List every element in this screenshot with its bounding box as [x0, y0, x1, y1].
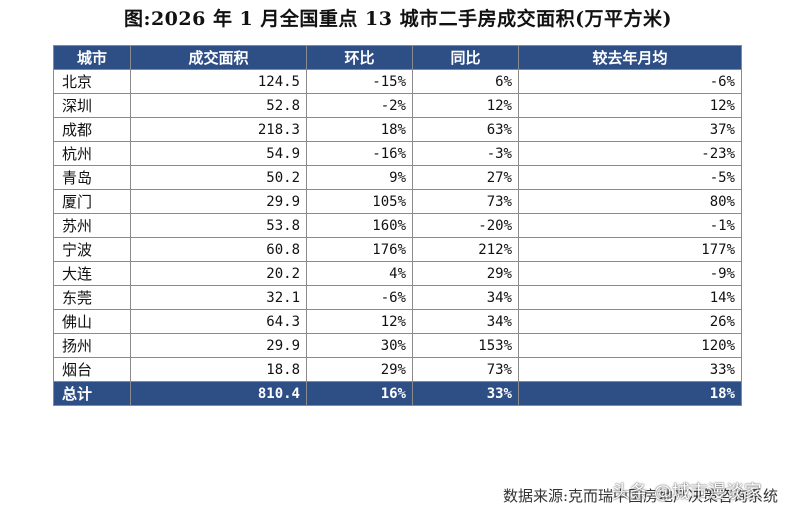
- table-row: 佛山 64.3 12% 34% 26%: [53, 309, 742, 334]
- cell-yoy: 34%: [412, 309, 519, 334]
- cell-city: 宁波: [53, 237, 131, 262]
- cell-area: 18.8: [130, 357, 307, 382]
- cell-mom: 4%: [306, 261, 413, 286]
- cell-mom: 29%: [306, 357, 413, 382]
- cell-city: 东莞: [53, 285, 131, 310]
- total-vs-avg: 18%: [518, 381, 742, 406]
- total-area: 810.4: [130, 381, 307, 406]
- cell-area: 50.2: [130, 165, 307, 190]
- cell-vs-avg: 33%: [518, 357, 742, 382]
- cell-vs-avg: 14%: [518, 285, 742, 310]
- table-row: 青岛 50.2 9% 27% -5%: [53, 165, 742, 190]
- cell-city: 深圳: [53, 93, 131, 118]
- total-mom: 16%: [306, 381, 413, 406]
- header-yoy: 同比: [412, 45, 519, 70]
- table-title: 图:2026 年 1 月全国重点 13 城市二手房成交面积(万平方米): [123, 8, 673, 30]
- cell-city: 青岛: [53, 165, 131, 190]
- table-row: 烟台 18.8 29% 73% 33%: [53, 357, 742, 382]
- cell-area: 64.3: [130, 309, 307, 334]
- cell-vs-avg: 80%: [518, 189, 742, 214]
- cell-area: 52.8: [130, 93, 307, 118]
- cell-area: 20.2: [130, 261, 307, 286]
- table-row: 大连 20.2 4% 29% -9%: [53, 261, 742, 286]
- cell-yoy: 212%: [412, 237, 519, 262]
- table-row: 宁波 60.8 176% 212% 177%: [53, 237, 742, 262]
- table-row: 北京 124.5 -15% 6% -6%: [53, 69, 742, 94]
- cell-yoy: -3%: [412, 141, 519, 166]
- cell-area: 218.3: [130, 117, 307, 142]
- cell-yoy: -20%: [412, 213, 519, 238]
- cell-mom: 9%: [306, 165, 413, 190]
- data-source: 数据来源:克而瑞中国房地产决策咨询系统: [502, 487, 778, 505]
- cell-city: 大连: [53, 261, 131, 286]
- cell-area: 124.5: [130, 69, 307, 94]
- cell-city: 扬州: [53, 333, 131, 358]
- transaction-table: 城市 成交面积 环比 同比 较去年月均 北京 124.5 -15% 6% -6% 深圳 52…: [53, 45, 742, 406]
- cell-city: 佛山: [53, 309, 131, 334]
- cell-area: 29.9: [130, 189, 307, 214]
- cell-city: 烟台: [53, 357, 131, 382]
- cell-yoy: 27%: [412, 165, 519, 190]
- watermark: 头条 @城市漫谈家: [612, 482, 762, 503]
- cell-vs-avg: -9%: [518, 261, 742, 286]
- header-row: 城市 成交面积 环比 同比 较去年月均: [53, 45, 742, 70]
- header-city: 城市: [53, 45, 131, 70]
- table-row: 扬州 29.9 30% 153% 120%: [53, 333, 742, 358]
- cell-city: 杭州: [53, 141, 131, 166]
- cell-area: 60.8: [130, 237, 307, 262]
- cell-mom: -2%: [306, 93, 413, 118]
- total-label: 总计: [53, 381, 131, 406]
- cell-mom: 105%: [306, 189, 413, 214]
- cell-yoy: 153%: [412, 333, 519, 358]
- cell-yoy: 73%: [412, 357, 519, 382]
- cell-mom: -16%: [306, 141, 413, 166]
- cell-mom: 12%: [306, 309, 413, 334]
- cell-vs-avg: -6%: [518, 69, 742, 94]
- cell-vs-avg: 120%: [518, 333, 742, 358]
- cell-vs-avg: -1%: [518, 213, 742, 238]
- table-row: 东莞 32.1 -6% 34% 14%: [53, 285, 742, 310]
- table-row: 厦门 29.9 105% 73% 80%: [53, 189, 742, 214]
- cell-mom: 160%: [306, 213, 413, 238]
- cell-yoy: 6%: [412, 69, 519, 94]
- cell-vs-avg: 12%: [518, 93, 742, 118]
- cell-vs-avg: 26%: [518, 309, 742, 334]
- cell-mom: 176%: [306, 237, 413, 262]
- cell-city: 成都: [53, 117, 131, 142]
- cell-vs-avg: 177%: [518, 237, 742, 262]
- cell-yoy: 29%: [412, 261, 519, 286]
- cell-vs-avg: 37%: [518, 117, 742, 142]
- cell-area: 29.9: [130, 333, 307, 358]
- table-row: 杭州 54.9 -16% -3% -23%: [53, 141, 742, 166]
- cell-area: 53.8: [130, 213, 307, 238]
- cell-yoy: 12%: [412, 93, 519, 118]
- total-row: 总计 810.4 16% 33% 18%: [53, 381, 742, 406]
- cell-mom: -15%: [306, 69, 413, 94]
- total-yoy: 33%: [412, 381, 519, 406]
- cell-yoy: 63%: [412, 117, 519, 142]
- cell-vs-avg: -5%: [518, 165, 742, 190]
- cell-city: 厦门: [53, 189, 131, 214]
- cell-vs-avg: -23%: [518, 141, 742, 166]
- cell-yoy: 34%: [412, 285, 519, 310]
- cell-area: 54.9: [130, 141, 307, 166]
- header-vs-avg: 较去年月均: [518, 45, 742, 70]
- cell-yoy: 73%: [412, 189, 519, 214]
- table-row: 苏州 53.8 160% -20% -1%: [53, 213, 742, 238]
- table-row: 成都 218.3 18% 63% 37%: [53, 117, 742, 142]
- cell-mom: 18%: [306, 117, 413, 142]
- cell-city: 北京: [53, 69, 131, 94]
- header-mom: 环比: [306, 45, 413, 70]
- table-row: 深圳 52.8 -2% 12% 12%: [53, 93, 742, 118]
- cell-city: 苏州: [53, 213, 131, 238]
- header-area: 成交面积: [130, 45, 307, 70]
- cell-mom: -6%: [306, 285, 413, 310]
- cell-mom: 30%: [306, 333, 413, 358]
- cell-area: 32.1: [130, 285, 307, 310]
